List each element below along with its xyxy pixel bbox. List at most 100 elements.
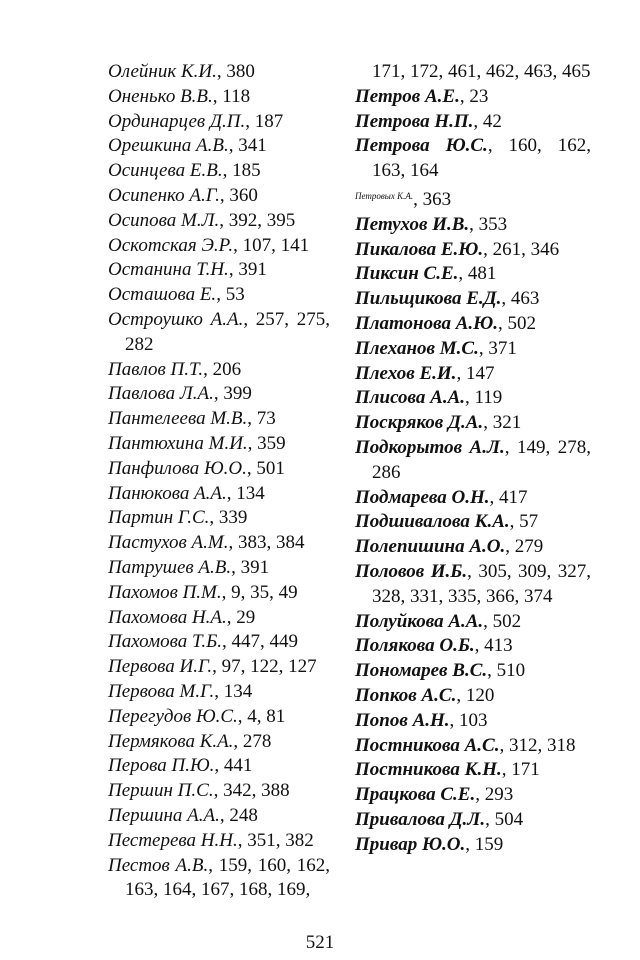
entry-name: Подшивалова К.А. <box>355 511 510 533</box>
entry-pages: , 134 <box>214 680 253 702</box>
entry-name: Пахомова Т.Б. <box>108 631 223 653</box>
entry-pages: , 360 <box>219 184 258 206</box>
entry-pages: , 339 <box>209 507 248 529</box>
page-number: 521 <box>305 932 335 953</box>
index-entry: Орешкина А.В., 341 <box>108 134 330 159</box>
entry-pages: , 42 <box>473 110 502 132</box>
entry-name: Постникова К.Н. <box>355 759 502 781</box>
entry-pages: , 463 <box>501 288 540 310</box>
entry-name: Привалова Д.Л. <box>355 808 486 830</box>
index-entry: Першин П.С., 342, 388 <box>108 779 330 804</box>
entry-name: Плеханов М.С. <box>355 337 479 359</box>
index-entry: Пикалова Е.Ю., 261, 346 <box>355 238 591 263</box>
entry-name: Пиксин С.Е. <box>355 263 459 285</box>
entry-name: Пахомова Н.А. <box>108 606 227 628</box>
entry-name: Першин П.С. <box>108 780 214 802</box>
entry-pages: , 351, 382 <box>237 829 314 851</box>
entry-pages: , 118 <box>212 85 251 107</box>
index-entry: Петухов И.В., 353 <box>355 213 591 238</box>
entry-pages: , 391 <box>231 556 270 578</box>
entry-pages: , 413 <box>474 635 513 657</box>
entry-pages: , 261, 346 <box>483 238 560 260</box>
index-entry: Олейник К.И., 380 <box>108 60 330 85</box>
entry-name: Полякова О.Б. <box>355 635 475 657</box>
entry-pages: , 399 <box>213 383 252 405</box>
entry-pages: , 502 <box>497 312 536 334</box>
entry-pages: , 278 <box>233 730 272 752</box>
entry-name: Попков А.С. <box>355 684 457 706</box>
entry-name: Пестов А.В. <box>108 854 209 876</box>
index-entry: Панюкова А.А., 134 <box>108 482 330 507</box>
entry-pages: , 134 <box>226 482 265 504</box>
entry-pages: , 29 <box>226 606 256 628</box>
entry-pages: , 510 <box>487 660 526 682</box>
entry-name: Осипенко А.Г. <box>108 184 220 206</box>
index-entry: Працкова С.Е., 293 <box>355 783 591 808</box>
index-entry: Привар Ю.О., 159 <box>355 833 591 858</box>
entry-name: Працкова С.Е. <box>355 784 476 806</box>
entry-name: Перегудов Ю.С. <box>108 705 238 727</box>
index-column-right: 171, 172, 461, 462, 463, 465 Петров А.Е.… <box>355 60 591 858</box>
entry-name: Пономарев В.С. <box>355 660 488 682</box>
entry-pages: , 504 <box>485 808 524 830</box>
index-entry: Пильщикова Е.Д., 463 <box>355 287 591 312</box>
entry-name: Поскряков Д.А. <box>355 412 484 434</box>
index-entry: Полуйкова А.А., 502 <box>355 610 591 635</box>
index-entry: Полякова О.Б., 413 <box>355 634 591 659</box>
entry-name: Остроушко А.А. <box>108 308 244 330</box>
index-entry-continuation: 171, 172, 461, 462, 463, 465 <box>372 61 591 82</box>
entry-name: Олейник К.И. <box>108 61 217 82</box>
entry-name: Петрова Н.П. <box>355 110 474 132</box>
entry-name: Перова П.Ю. <box>108 755 215 777</box>
entry-pages: , 147 <box>456 362 495 384</box>
entry-pages: , 359 <box>247 432 286 454</box>
entry-name: Оненько В.В. <box>108 85 213 107</box>
entry-name: Пастухов А.М. <box>108 532 229 554</box>
entry-name: Пермякова К.А. <box>108 730 234 752</box>
entry-name: Подкорытов А.Л. <box>355 436 505 458</box>
entry-name: Петровых К.А. <box>355 190 414 201</box>
entry-pages: , 305, 309, 327, 328, 331, 335, 366, 374 <box>372 560 592 607</box>
index-column-left: Олейник К.И., 380 Оненько В.В., 118 Ордина… <box>108 60 330 903</box>
entry-pages: , 57 <box>509 511 539 533</box>
entry-pages: , 342, 388 <box>213 780 290 802</box>
entry-name: Привар Ю.О. <box>355 833 466 855</box>
index-entry: Патрушев А.В., 391 <box>108 556 330 581</box>
index-entry: Пантелеева М.В., 73 <box>108 407 330 432</box>
entry-name: Осинцева Е.В. <box>108 160 223 182</box>
entry-name: Плехов Е.И. <box>355 362 457 384</box>
index-entry: Петровых К.А., 363 <box>355 184 591 213</box>
entry-name: Попов А.Н. <box>355 709 450 731</box>
entry-pages: , 341 <box>228 135 267 157</box>
entry-name: Осипова М.Л. <box>108 209 220 231</box>
index-entry: Пестерева Н.Н., 351, 382 <box>108 829 330 854</box>
entry-name: Пантюхина М.И. <box>108 432 248 454</box>
entry-pages: , 441 <box>214 755 253 777</box>
index-entry: Пастухов А.М., 383, 384 <box>108 531 330 556</box>
entry-pages: , 279 <box>505 536 544 558</box>
entry-pages: , 417 <box>489 486 528 508</box>
index-entry: Панфилова Ю.О., 501 <box>108 457 330 482</box>
entry-pages: , 257, 275, 282 <box>125 308 331 355</box>
entry-pages: , 159, 160, 162, 163, 164, 167, 168, 169… <box>125 854 330 901</box>
entry-pages: , 363 <box>413 188 452 210</box>
entry-name: Павлова Л.А. <box>108 383 214 405</box>
entry-name: Ординарцев Д.П. <box>108 110 246 132</box>
entry-pages: , 159 <box>465 833 504 855</box>
index-entry: Оскотская Э.Р., 107, 141 <box>108 234 330 259</box>
entry-name: Орешкина А.В. <box>108 135 229 157</box>
index-entry: Перегудов Ю.С., 4, 81 <box>108 705 330 730</box>
entry-pages: , 502 <box>483 610 522 632</box>
entry-name: Оскотская Э.Р. <box>108 234 234 256</box>
entry-pages: , 149, 278, 286 <box>372 436 591 483</box>
index-entry: Плисова А.А., 119 <box>355 386 591 411</box>
index-entry: Павлова Л.А., 399 <box>108 382 330 407</box>
entry-name: Пикалова Е.Ю. <box>355 238 484 260</box>
index-entry: Остроушко А.А., 257, 275, 282 <box>108 308 330 358</box>
index-entry: Подкорытов А.Л., 149, 278, 286 <box>355 436 591 486</box>
entry-name: Пантелеева М.В. <box>108 408 248 430</box>
entry-name: Полуйкова А.А. <box>355 610 484 632</box>
index-entry: Пиксин С.Е., 481 <box>355 262 591 287</box>
entry-pages: , 171 <box>501 759 540 781</box>
index-entry: Осипова М.Л., 392, 395 <box>108 209 330 234</box>
